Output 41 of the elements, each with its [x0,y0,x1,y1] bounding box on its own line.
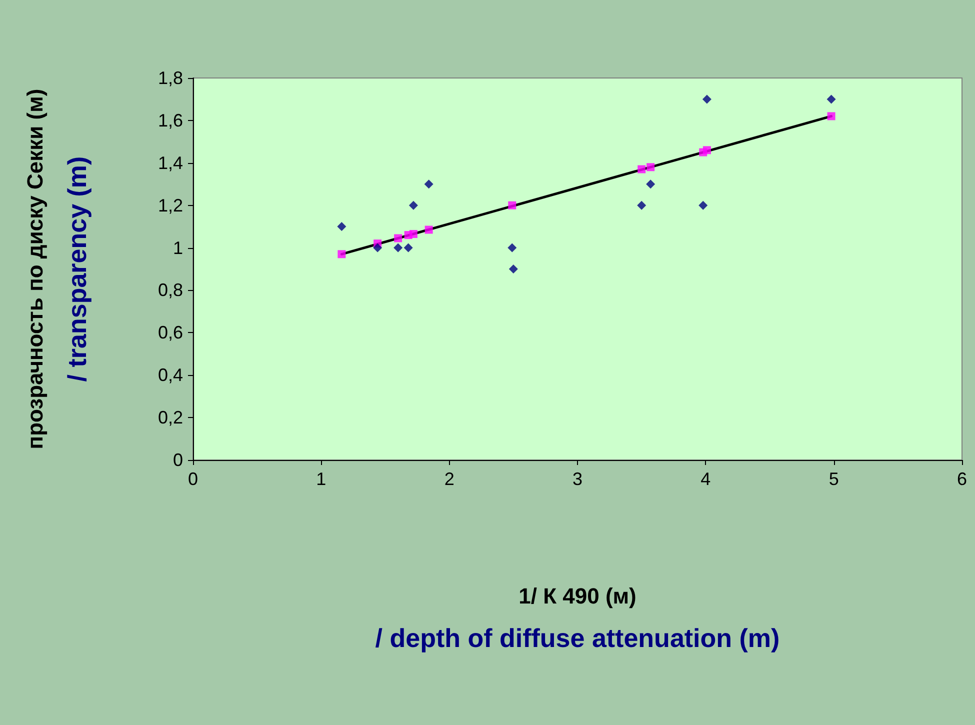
point [646,180,656,189]
point [337,222,346,232]
y-tick-label: 0,8 [158,280,183,300]
y-tick-label: 1,4 [158,152,183,173]
y-tick-label: 0,4 [158,365,183,386]
point [424,226,433,234]
x-tick-label: 4 [700,469,711,489]
point [637,200,646,210]
point [826,94,836,104]
x-axis-title: 1/ К 490 (м) / depth of diffuse attenuation (m) [375,584,780,653]
point [394,234,402,242]
point [409,230,418,238]
point [698,200,708,210]
x-tick-label: 5 [828,469,839,489]
y-tick-label: 1,8 [158,68,183,88]
y-axis-title: прозрачность по диску Секки (м) / transparency (m) [22,88,92,450]
y-tick-label: 0,2 [158,408,183,428]
point [408,200,418,210]
x-tick-label: 2 [444,469,454,489]
x-tick-label: 1 [316,469,326,489]
point [394,243,403,252]
y-tick-label: 1,6 [158,110,183,130]
point [646,163,655,172]
y-tick-label: 1,2 [158,195,183,216]
point [702,94,712,104]
point [508,201,516,210]
point [508,243,517,252]
point [373,243,382,252]
point [338,250,346,258]
point [702,146,711,154]
x-tick-label: 6 [956,469,968,489]
y-tick-label: 0,6 [158,322,183,343]
x-tick-label: 3 [572,469,583,489]
point [638,165,646,174]
point [508,264,518,274]
point [424,180,434,189]
point [404,243,413,252]
point [827,112,836,120]
y-tick-label: 0 [172,450,183,470]
x-tick-label: 0 [188,469,198,489]
y-tick-label: 1 [172,238,183,258]
